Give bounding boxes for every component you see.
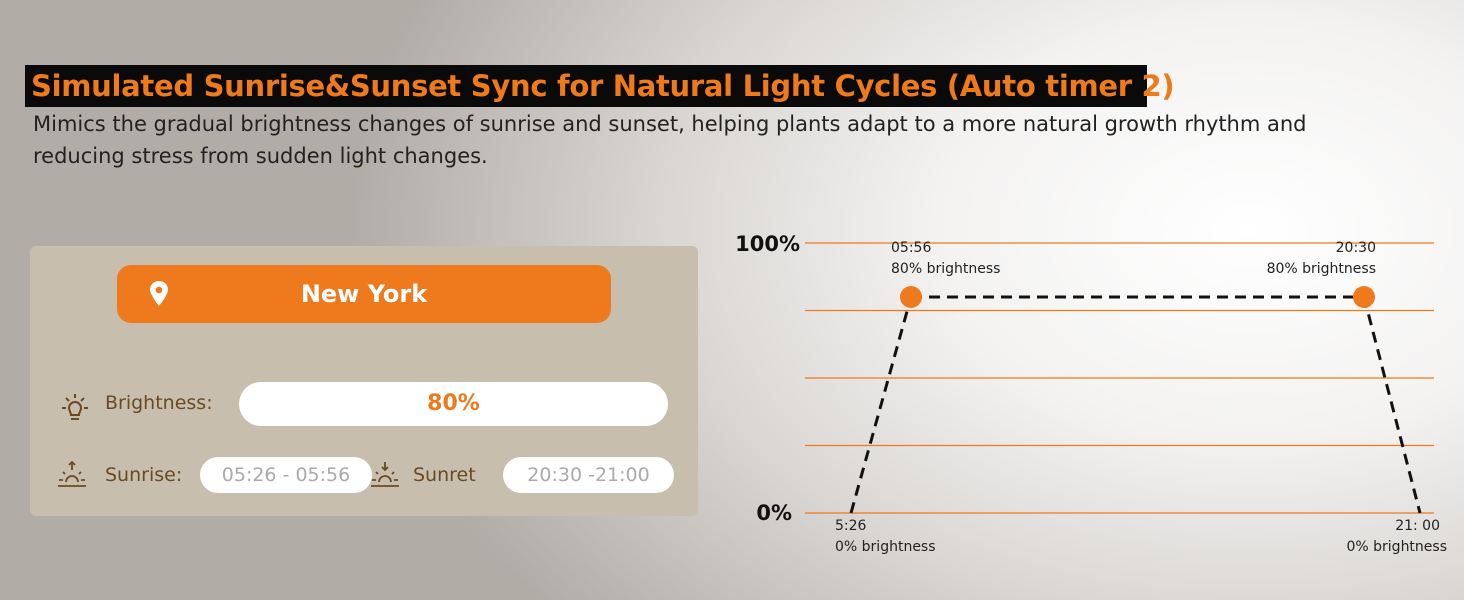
page-subtitle: Mimics the gradual brightness changes of… [33,112,1307,168]
location-button[interactable]: New York [117,265,611,323]
sunset-icon [371,462,399,487]
sunset-label: Sunret [413,464,476,486]
point-time-label: 20:30 [1336,240,1376,256]
series-segment [849,296,913,514]
point-brightness-label: 0% brightness [1346,539,1447,555]
page-title: Simulated Sunrise&Sunset Sync for Natura… [25,65,1175,107]
point-brightness-label: 0% brightness [835,539,936,555]
point-time-label: 21: 00 [1395,518,1440,534]
location-name: New York [300,280,428,308]
sunrise-label: Sunrise: [105,464,183,486]
y-tick-100: 100% [735,232,800,256]
data-point [1353,286,1375,308]
y-tick-0: 0% [756,501,792,525]
sunrise-icon [58,460,86,487]
brightness-field[interactable]: 80% [239,382,668,426]
map-pin-icon [150,281,168,306]
settings-panel: New York Brightness: 80% Sunrise: 05:26 … [30,246,698,516]
point-brightness-label: 80% brightness [891,261,1000,277]
bulb-icon [62,394,88,420]
sunrise-field[interactable]: 05:26 - 05:56 [200,457,372,493]
data-point [900,286,922,308]
point-brightness-label: 80% brightness [1267,261,1376,277]
point-time-label: 5:26 [835,518,867,534]
point-time-label: 05:56 [891,240,931,256]
sunset-field[interactable]: 20:30 -21:00 [503,457,674,493]
brightness-label: Brightness: [105,392,213,414]
series-segment [1362,296,1422,514]
